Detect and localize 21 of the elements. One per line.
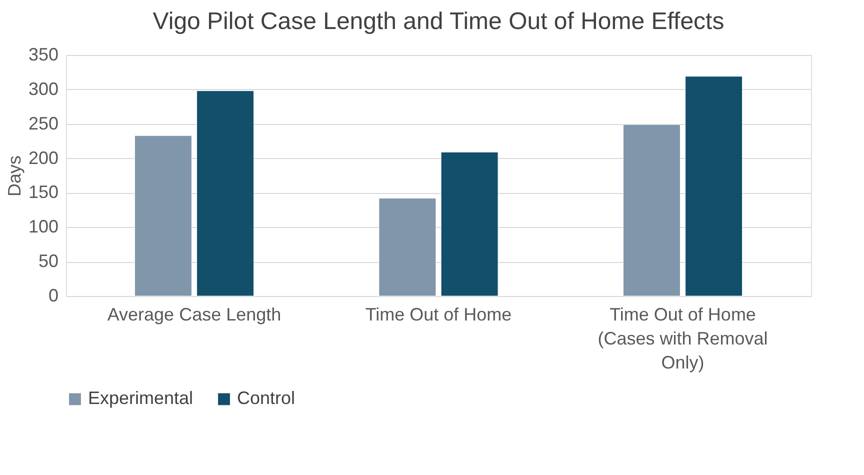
- y-tick-label: 100: [28, 216, 58, 237]
- y-tick-label: 50: [38, 251, 58, 272]
- y-tick-label: 200: [28, 148, 58, 168]
- y-tick-label: 300: [28, 78, 58, 99]
- legend-label: Control: [237, 388, 296, 408]
- y-tick-label: 150: [28, 182, 58, 202]
- bar: [685, 76, 743, 296]
- x-tick-label: Time Out of Home (Cases with Removal Only): [598, 304, 768, 372]
- bar: [196, 90, 254, 296]
- bar: [440, 152, 498, 296]
- y-tick-label: 350: [28, 44, 58, 64]
- legend-label: Experimental: [88, 388, 194, 408]
- bar: [378, 198, 436, 296]
- bar: [134, 135, 192, 296]
- y-tick-label: 0: [48, 286, 58, 306]
- x-tick-label: Average Case Length: [107, 304, 282, 324]
- x-tick-label: Time Out of Home: [365, 304, 512, 324]
- y-tick-label: 250: [28, 113, 58, 134]
- y-axis-title: Days: [4, 155, 24, 197]
- bar: [622, 124, 680, 296]
- chart-title: Vigo Pilot Case Length and Time Out of Home Effects: [152, 8, 724, 35]
